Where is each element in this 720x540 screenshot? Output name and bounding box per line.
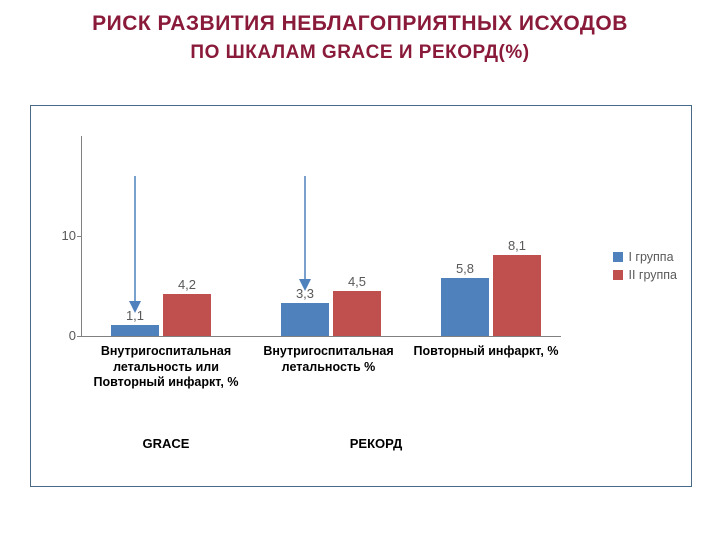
slide-title: РИСК РАЗВИТИЯ НЕБЛАГОПРИЯТНЫХ ИСХОДОВ ПО… [0, 0, 720, 64]
legend: I группа II группа [613, 246, 677, 286]
group-label: РЕКОРД [331, 436, 421, 451]
group-label: GRACE [131, 436, 201, 451]
bar-series2 [163, 294, 211, 336]
bar-value-label: 3,3 [285, 286, 325, 301]
legend-swatch-1 [613, 252, 623, 262]
bar-value-label: 4,5 [337, 274, 377, 289]
legend-label-1: I группа [628, 250, 673, 264]
bar-series1 [441, 278, 489, 336]
legend-swatch-2 [613, 270, 623, 280]
bar-series1 [281, 303, 329, 336]
ytick-mark [77, 236, 81, 237]
bar-series2 [493, 255, 541, 336]
ytick-label: 10 [51, 228, 76, 243]
ytick-mark [77, 336, 81, 337]
bar-value-label: 4,2 [167, 277, 207, 292]
category-label: Внутригоспитальная летальность или Повто… [86, 344, 246, 391]
category-label: Внутригоспитальная летальность % [251, 344, 406, 375]
title-line2: ПО ШКАЛАМ GRACE И РЕКОРД(%) [0, 42, 720, 64]
legend-label-2: II группа [628, 268, 677, 282]
category-label: Повторный инфаркт, % [411, 344, 561, 360]
bar-series2 [333, 291, 381, 336]
plot-area: 1,1 4,2 3,3 4,5 5,8 8,1 [81, 136, 561, 336]
chart-frame: 1,1 4,2 3,3 4,5 5,8 8,1 I группа II группа Вн… [30, 105, 692, 487]
title-line1: РИСК РАЗВИТИЯ НЕБЛАГОПРИЯТНЫХ ИСХОДОВ [0, 12, 720, 36]
legend-item-1: I группа [613, 250, 677, 264]
bar-value-label: 5,8 [445, 261, 485, 276]
bar-value-label: 8,1 [497, 238, 537, 253]
x-axis [81, 336, 561, 337]
bar-value-label: 1,1 [115, 308, 155, 323]
bar-series1 [111, 325, 159, 336]
legend-item-2: II группа [613, 268, 677, 282]
ytick-label: 0 [51, 328, 76, 343]
